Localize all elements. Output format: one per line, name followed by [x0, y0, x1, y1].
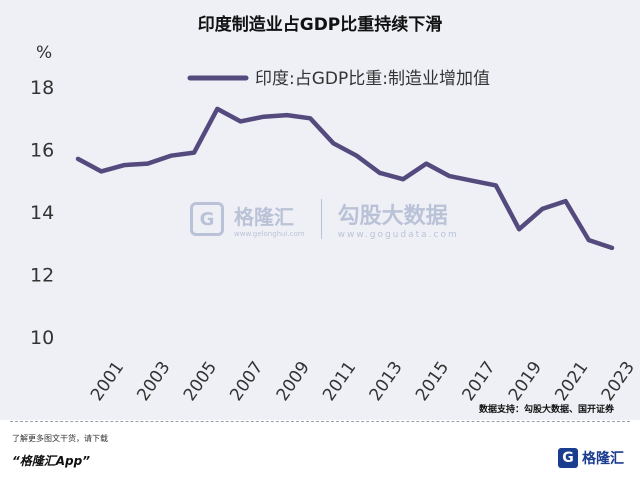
data-point	[169, 154, 173, 158]
watermark-left-name: 格隆汇	[234, 204, 294, 229]
x-tick-label: 2003	[133, 358, 174, 405]
watermark-right-url: www.gogudata.com	[337, 230, 459, 240]
x-tick-label: 2011	[319, 358, 360, 405]
x-tick-label: 2001	[87, 358, 128, 405]
data-point	[517, 227, 521, 231]
data-point	[122, 163, 126, 167]
watermark: G 格隆汇 www.gelonghui.com 勾股大数据 www.goguda…	[190, 198, 459, 240]
y-tick-label: 16	[30, 140, 54, 162]
data-point	[76, 157, 80, 161]
footer-divider	[10, 421, 630, 422]
data-point	[239, 119, 243, 123]
data-point	[99, 169, 103, 173]
y-tick-label: 18	[30, 77, 54, 99]
logo-icon: G	[558, 448, 578, 468]
data-point	[378, 171, 382, 175]
data-point	[192, 151, 196, 155]
plot-area	[0, 0, 640, 420]
y-unit-label: %	[36, 43, 52, 63]
x-tick-label: 2017	[458, 358, 499, 405]
x-tick-label: 2005	[180, 358, 221, 405]
y-tick-label: 10	[30, 327, 54, 349]
x-tick-label: 2009	[273, 358, 314, 405]
chart-title: 印度制造业占GDP比重持续下滑	[197, 15, 443, 35]
x-tick-label: 2019	[505, 358, 546, 405]
watermark-right-name: 勾股大数据	[337, 204, 448, 229]
data-point	[285, 113, 289, 117]
source-note: 数据支持：勾股大数据、国开证券	[479, 403, 615, 415]
data-point	[215, 107, 219, 111]
data-point	[447, 174, 451, 178]
data-point	[308, 116, 312, 120]
watermark-left-url: www.gelonghui.com	[234, 229, 305, 238]
legend-label: 印度:占GDP比重:制造业增加值	[255, 69, 490, 89]
watermark-logo-icon: G	[190, 202, 224, 236]
footer-app-name: “格隆汇App”	[12, 454, 90, 468]
data-point	[401, 177, 405, 181]
watermark-right: 勾股大数据 www.gogudata.com	[338, 198, 459, 240]
data-point	[564, 199, 568, 203]
data-point	[262, 115, 266, 119]
watermark-left: 格隆汇 www.gelonghui.com	[234, 201, 305, 238]
data-point	[146, 162, 150, 166]
x-tick-label: 2015	[412, 358, 453, 405]
x-tick-label: 2007	[226, 358, 267, 405]
y-tick-label: 12	[30, 265, 54, 287]
logo-text: 格隆汇	[582, 451, 624, 467]
series-line	[75, 106, 615, 251]
x-tick-label: 2023	[598, 358, 639, 405]
watermark-separator	[320, 199, 322, 239]
data-point	[471, 179, 475, 183]
data-point	[587, 238, 591, 242]
y-tick-label: 14	[30, 202, 54, 224]
x-tick-label: 2013	[366, 358, 407, 405]
x-tick-label: 2021	[551, 358, 592, 405]
data-point	[540, 207, 544, 211]
data-point	[494, 183, 498, 187]
footer-logo: G 格隆汇	[558, 446, 624, 470]
data-point	[610, 246, 614, 250]
data-point	[331, 141, 335, 145]
footer-tip: 了解更多图文干货，请下载	[12, 434, 108, 443]
data-point	[424, 162, 428, 166]
data-point	[355, 154, 359, 158]
